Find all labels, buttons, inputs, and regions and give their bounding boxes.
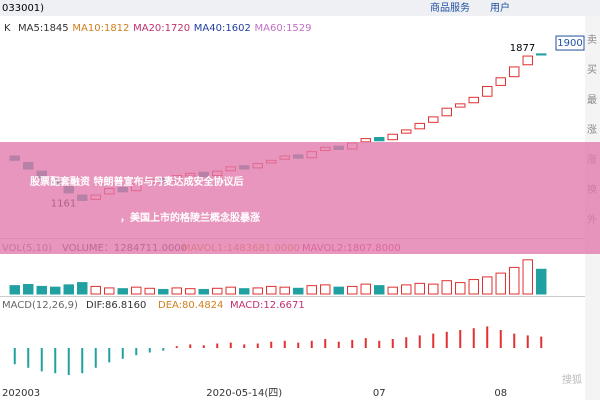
x-tick-label: 08 xyxy=(494,388,507,399)
stock-code: 033001) xyxy=(2,3,44,14)
volume-bar xyxy=(374,285,385,295)
candle xyxy=(387,133,398,141)
x-tick-label: 07 xyxy=(373,388,386,399)
volume-bar xyxy=(185,288,196,295)
volume-bar xyxy=(320,284,331,295)
volume-bar xyxy=(63,284,74,295)
macd-label: MACD(12,26,9) xyxy=(2,300,78,311)
volume-bar xyxy=(441,280,452,295)
candle xyxy=(509,66,520,78)
volume-bar xyxy=(401,284,412,295)
menu-item[interactable]: 商品服务 xyxy=(430,1,470,14)
menu-item[interactable]: 用户 xyxy=(490,1,510,14)
high-label: 1877 xyxy=(510,43,535,54)
sidebar-label: 最 xyxy=(587,94,597,106)
volume-bar xyxy=(495,272,506,295)
volume-bar xyxy=(414,282,425,295)
volume-bar xyxy=(77,282,88,295)
volume-bar xyxy=(279,286,290,295)
candle xyxy=(441,107,452,117)
volume-bar xyxy=(198,288,209,295)
volume-bar xyxy=(239,288,250,295)
volume-bar xyxy=(144,287,155,295)
candle xyxy=(428,116,439,123)
candle xyxy=(495,77,506,86)
x-tick-label: 2020-05-14(四) xyxy=(206,388,282,399)
volume-bar xyxy=(225,286,236,295)
period-label: K xyxy=(4,23,11,34)
volume-bar xyxy=(50,286,61,295)
candle xyxy=(414,122,425,130)
candle xyxy=(468,96,479,104)
volume-bar xyxy=(455,282,466,295)
volume-bar xyxy=(360,283,371,295)
volume-bar xyxy=(131,286,142,295)
volume-bar xyxy=(428,283,439,295)
volume-bar xyxy=(387,286,398,295)
candle xyxy=(482,85,493,97)
headline-text: ，美国上市的格陵兰概念股暴涨 xyxy=(120,211,260,224)
candle xyxy=(522,55,533,66)
volume-bar xyxy=(468,279,479,295)
volume-bar xyxy=(23,284,34,295)
ma-label: MA5:1845 xyxy=(18,23,69,34)
ma-label: MA40:1602 xyxy=(194,23,251,34)
volume-bar xyxy=(293,287,304,295)
divider xyxy=(0,296,585,297)
volume-bar xyxy=(347,285,358,295)
ma-label: MA10:1812 xyxy=(72,23,129,34)
sidebar-label: 买 xyxy=(587,64,597,76)
sidebar-label: 卖 xyxy=(587,34,597,46)
candle xyxy=(374,137,385,142)
headline-text: 股票配套融资 特朗普宣布与丹麦达成安全协议后 xyxy=(30,175,243,188)
macd-label: DEA:80.4824 xyxy=(158,300,223,311)
volume-bar xyxy=(9,285,20,295)
y-tick-label: 1900 xyxy=(557,38,582,49)
headline-banner xyxy=(0,142,600,254)
volume-bar xyxy=(104,287,115,295)
volume-bar xyxy=(482,276,493,295)
volume-bar xyxy=(158,288,169,295)
volume-bar xyxy=(509,266,520,295)
volume-bar xyxy=(252,287,263,295)
volume-bar xyxy=(171,287,182,295)
x-tick-label: 202003 xyxy=(2,388,40,399)
ma-label: MA60:1529 xyxy=(255,23,312,34)
macd-label: DIF:86.8160 xyxy=(86,300,146,311)
volume-bar xyxy=(536,268,547,295)
volume-bar xyxy=(36,285,47,295)
volume-bar xyxy=(90,285,101,295)
ma-label: MA20:1720 xyxy=(133,23,190,34)
volume-bar xyxy=(306,285,317,295)
macd-label: MACD:12.6671 xyxy=(230,300,305,311)
candle xyxy=(360,138,371,143)
volume-bar xyxy=(117,288,128,295)
sidebar-label: 涨 xyxy=(587,124,597,136)
top-bar xyxy=(0,0,600,16)
candle xyxy=(401,129,412,134)
candle xyxy=(536,53,547,56)
y-tick-box xyxy=(555,35,585,51)
volume-bar xyxy=(266,285,277,295)
candle xyxy=(455,103,466,108)
watermark: 搜狐 xyxy=(562,373,582,386)
volume-bar xyxy=(522,259,533,295)
volume-bar xyxy=(212,287,223,295)
volume-bar xyxy=(333,286,344,295)
